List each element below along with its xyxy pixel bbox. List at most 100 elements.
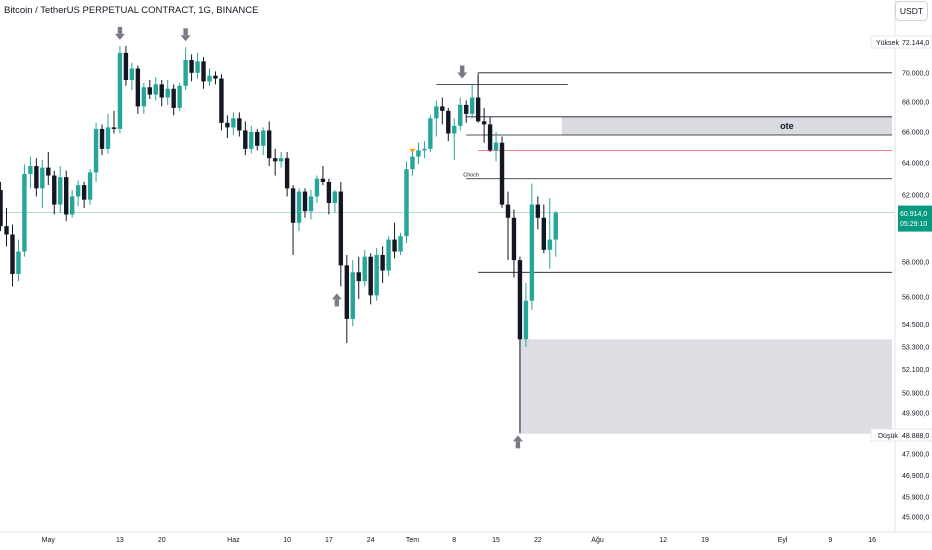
candle-body — [284, 158, 290, 189]
candle-body — [529, 204, 535, 301]
price-tick-label: 68.000,0 — [902, 99, 929, 106]
time-tick-label: 20 — [158, 537, 166, 544]
zones-layer — [470, 116, 892, 434]
annotations-layer: ote Choch — [463, 121, 793, 179]
price-tick-label: 52.100,0 — [902, 367, 929, 374]
time-tick-label: May — [42, 537, 56, 544]
candle-body — [278, 158, 284, 162]
price-tick-label: 46.900,0 — [902, 473, 929, 480]
candle-body — [16, 251, 21, 275]
candle-body — [105, 127, 111, 149]
candle-body — [87, 172, 93, 200]
candle-body — [475, 97, 481, 122]
candle-body — [189, 59, 194, 73]
candle-body — [440, 106, 445, 111]
time-tick-label: 16 — [868, 537, 876, 544]
candle-body — [231, 118, 236, 128]
time-tick-label: 24 — [367, 537, 375, 544]
candle-body — [535, 204, 541, 218]
candle-body — [547, 239, 552, 250]
candle-body — [129, 68, 135, 81]
candle-body — [141, 87, 147, 107]
discount-zone — [519, 339, 892, 434]
candle-body — [356, 272, 361, 282]
candle-body — [243, 130, 248, 149]
time-tick-label: 15 — [492, 537, 500, 544]
candle-body — [272, 158, 278, 162]
candle-body — [195, 61, 200, 73]
countdown-timer: 05:29:10 — [900, 221, 927, 228]
time-tick-label: 13 — [116, 537, 124, 544]
candle-body — [183, 59, 188, 86]
arrow-head — [180, 35, 191, 42]
candle-body — [499, 142, 505, 205]
low-label: Düşük — [878, 433, 898, 440]
time-tick-label: Eyl — [778, 537, 788, 544]
candle-body — [34, 166, 39, 189]
candle-body — [511, 217, 517, 261]
arrow-shaft — [515, 441, 521, 449]
arrow-head — [512, 435, 523, 442]
candle-body — [422, 148, 427, 151]
candle-body — [374, 254, 379, 296]
candle-body — [69, 196, 75, 215]
candle-body — [344, 265, 349, 319]
candle-body — [458, 104, 463, 126]
candle-body — [392, 239, 397, 252]
price-tick-label: 49.900,0 — [902, 411, 929, 418]
candle-body — [117, 52, 123, 129]
down-arrow-icon — [114, 26, 125, 40]
price-tick-label: 66.000,0 — [902, 129, 929, 136]
price-axis[interactable]: 70.000,0 68.000,0 66.000,0 64.000,0 62.000,0… — [894, 0, 929, 532]
ote-label: ote — [780, 121, 794, 131]
time-axis[interactable]: 2May1320Haz101724Tem81522Ağu1219Eyl916 — [0, 531, 932, 544]
candle-body — [464, 104, 469, 114]
signal-marker-icon — [409, 148, 416, 153]
arrow-shaft — [460, 65, 465, 73]
price-tick-label: 58.000,0 — [902, 259, 929, 266]
price-tick-label: 45.000,0 — [902, 515, 929, 522]
price-badges: Yüksek 72.144,0 Düşük 48.888,0 60.914,0 … — [870, 35, 932, 442]
candle-body — [81, 185, 87, 200]
price-tick-label: 45.900,0 — [902, 495, 929, 502]
candle-body — [368, 256, 373, 296]
high-badge — [870, 35, 932, 49]
candle-body — [308, 196, 314, 212]
candle-body — [4, 226, 9, 235]
arrow-shaft — [334, 299, 340, 307]
candle-body — [487, 124, 493, 151]
candle-body — [326, 181, 332, 203]
currency-button[interactable]: USDT — [895, 1, 928, 21]
candle-body — [362, 256, 367, 282]
price-tick-label: 53.300,0 — [902, 344, 929, 351]
candle-body — [266, 130, 272, 159]
candle-body — [46, 167, 51, 176]
current-price-badge — [898, 205, 932, 232]
arrow-head — [457, 72, 468, 79]
time-tick-label: 22 — [534, 537, 542, 544]
time-tick-label: 17 — [325, 537, 333, 544]
candle-body — [255, 131, 260, 146]
candle-body — [452, 125, 457, 134]
candle-body — [314, 178, 320, 197]
candle-body — [416, 150, 421, 157]
up-arrow-icon — [331, 293, 342, 307]
candle-body — [58, 177, 63, 205]
candles-layer — [0, 45, 558, 432]
price-tick-label: 54.500,0 — [902, 322, 929, 329]
candle-body — [40, 167, 45, 189]
candle-body — [332, 191, 338, 203]
time-tick-label: 9 — [828, 537, 832, 544]
price-tick-label: 70.000,0 — [902, 70, 929, 77]
candle-body — [213, 75, 218, 79]
symbol-title: Bitcoin / TetherUS PERPETUAL CONTRACT, 1… — [4, 5, 259, 16]
candle-body — [398, 236, 403, 252]
candle-body — [99, 128, 105, 149]
candle-body — [135, 68, 141, 107]
arrow-shaft — [183, 28, 188, 36]
candle-body — [201, 61, 206, 82]
candle-body — [22, 173, 27, 252]
candle-body — [75, 185, 81, 197]
candle-body — [446, 110, 451, 134]
